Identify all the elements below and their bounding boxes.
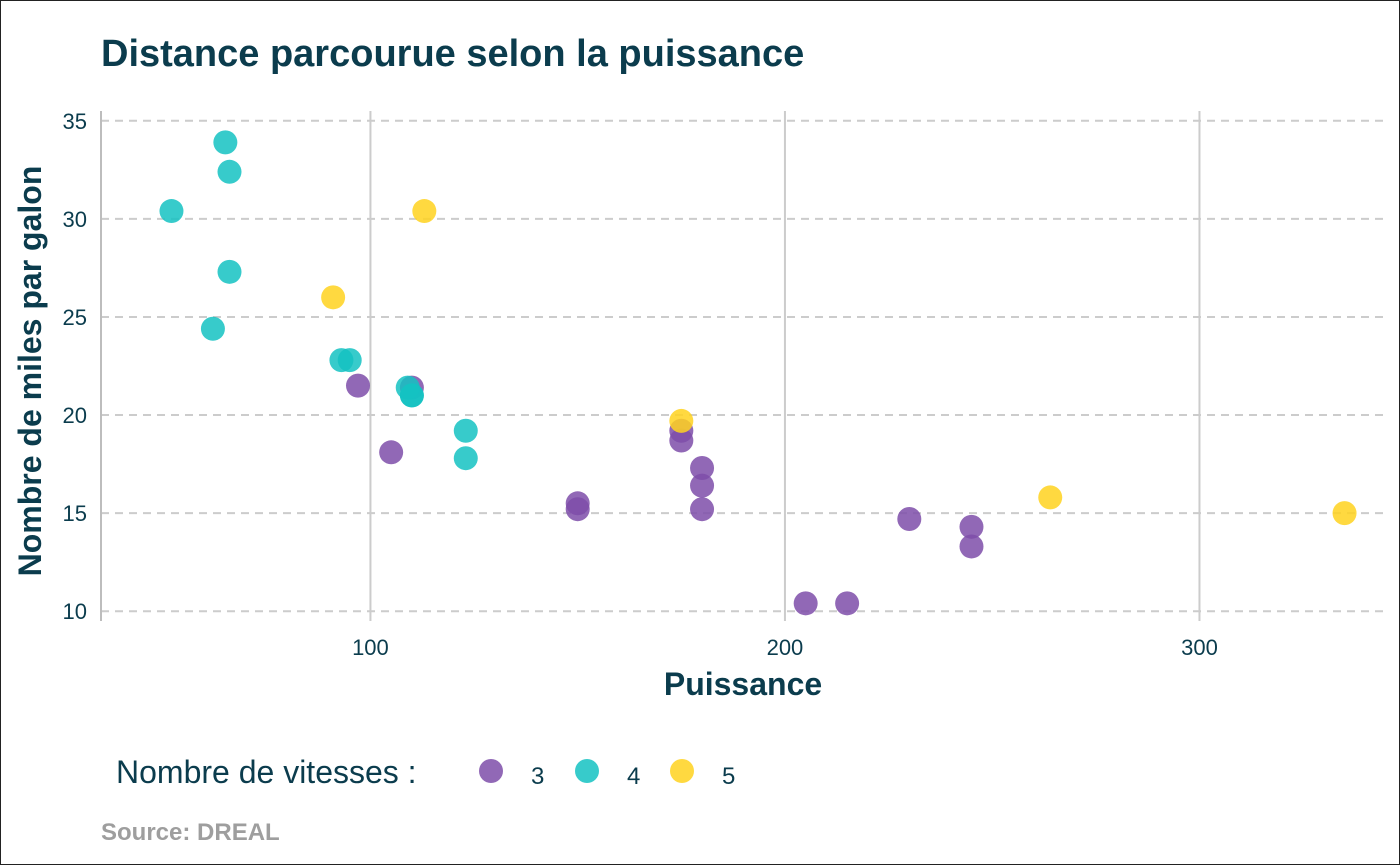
y-tick-label: 30 bbox=[63, 207, 87, 232]
axes: 10 15 20 25 30 35 100 200 300 bbox=[63, 109, 1218, 660]
data-point-gear-3 bbox=[346, 373, 370, 398]
data-point-gear-5 bbox=[1038, 485, 1063, 510]
data-point-gear-3 bbox=[690, 497, 715, 522]
legend-title: Nombre de vitesses : bbox=[116, 754, 417, 790]
data-point-gear-4 bbox=[159, 199, 184, 224]
y-tick-label: 15 bbox=[63, 501, 87, 526]
data-point-gear-3 bbox=[379, 440, 404, 465]
data-point-gear-5 bbox=[412, 199, 437, 224]
data-point-gear-4 bbox=[395, 375, 420, 400]
chart-title: Distance parcourue selon la puissance bbox=[101, 33, 805, 75]
data-point-gear-3 bbox=[959, 534, 984, 559]
source-note: Source: DREAL bbox=[101, 819, 280, 846]
data-point-gear-5 bbox=[1332, 501, 1357, 526]
y-tick-label: 20 bbox=[63, 403, 87, 428]
data-point-gear-3 bbox=[959, 514, 984, 539]
y-axis-label: Nombre de miles par galon bbox=[12, 166, 48, 577]
data-point-gear-4 bbox=[213, 130, 238, 155]
data-point-gear-3 bbox=[690, 473, 715, 498]
x-axis-label: Puissance bbox=[664, 666, 822, 702]
y-tick-label: 35 bbox=[63, 109, 87, 134]
data-point-gear-4 bbox=[453, 446, 478, 471]
data-point-gear-4 bbox=[217, 259, 242, 284]
data-point-gear-3 bbox=[835, 591, 860, 616]
x-tick-label: 300 bbox=[1181, 635, 1218, 660]
legend-label-4: 4 bbox=[627, 763, 640, 790]
data-point-gear-5 bbox=[321, 285, 346, 310]
x-tick-label: 200 bbox=[767, 635, 804, 660]
data-point-gear-4 bbox=[453, 418, 478, 443]
x-tick-label: 100 bbox=[352, 635, 389, 660]
data-point-gear-5 bbox=[669, 408, 694, 433]
grid bbox=[101, 111, 1386, 621]
data-point-gear-4 bbox=[337, 348, 362, 373]
data-point-gear-3 bbox=[565, 497, 590, 522]
y-tick-label: 10 bbox=[63, 599, 87, 624]
data-point-gear-3 bbox=[793, 591, 818, 616]
data-point-gear-3 bbox=[897, 507, 922, 531]
data-points bbox=[159, 130, 1357, 616]
legend-swatch-4 bbox=[575, 759, 599, 783]
legend-label-3: 3 bbox=[531, 763, 544, 790]
legend-swatch-5 bbox=[670, 759, 694, 783]
data-point-gear-4 bbox=[217, 159, 242, 184]
data-point-gear-3 bbox=[690, 456, 715, 480]
legend-label-5: 5 bbox=[722, 763, 735, 790]
data-point-gear-4 bbox=[200, 316, 225, 341]
legend: Nombre de vitesses : 3 4 5 bbox=[116, 754, 735, 790]
y-tick-label: 25 bbox=[63, 305, 87, 330]
legend-swatch-3 bbox=[479, 759, 503, 783]
